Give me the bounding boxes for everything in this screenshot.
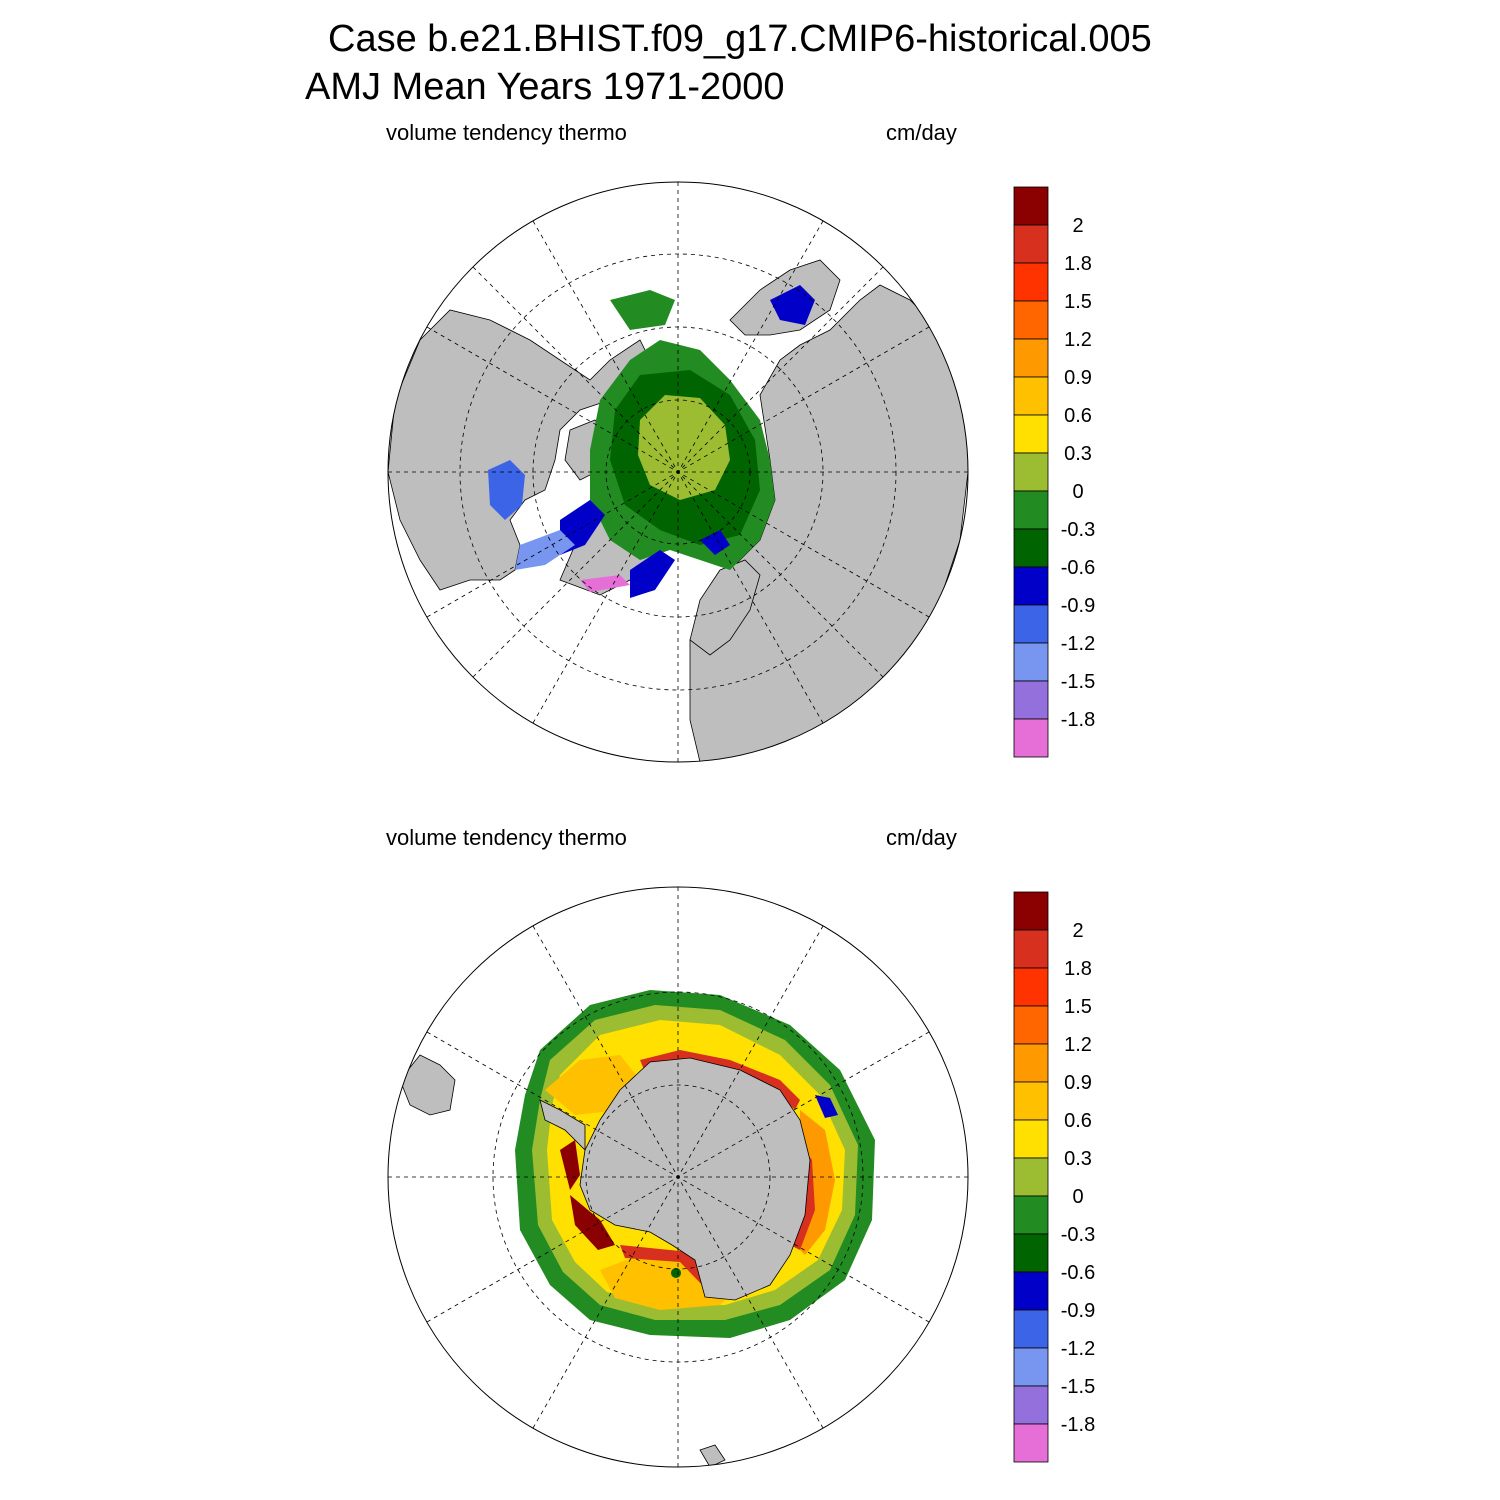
prydz-bay-blue (815, 1095, 838, 1118)
north-colorbar-label: -0.3 (1061, 519, 1095, 541)
south-colorbar-label: 0.6 (1064, 1110, 1092, 1132)
east-greenland-minima (580, 575, 630, 592)
north-colorbar-label: 1.8 (1064, 253, 1092, 275)
north-polar-map (387, 181, 969, 763)
north-map-boundary (387, 181, 969, 763)
north-colorbar: 2 1.8 1.5 1.2 0.9 0.6 0.3 0 -0.3 -0.6 -0.9 -1.2 -1.5… (1013, 186, 1095, 758)
north-colorbar-label: 1.2 (1064, 329, 1092, 351)
bering-sea-ice (770, 285, 815, 325)
ross-coastal-red (620, 1245, 720, 1288)
north-colorbar-label: 0.3 (1064, 443, 1092, 465)
south-colorbar-label: -1.8 (1061, 1414, 1095, 1436)
north-colorbar-label: -1.5 (1061, 671, 1095, 693)
north-colorbar-box (1013, 642, 1049, 682)
south-colorbar-box (1013, 1385, 1049, 1425)
north-ice-field (488, 285, 815, 598)
south-colorbar-label: 1.5 (1064, 996, 1092, 1018)
south-colorbar-label: -0.6 (1061, 1262, 1095, 1284)
ross-polynya-green (671, 1268, 681, 1278)
north-colorbar-label: -0.6 (1061, 557, 1095, 579)
north-america-landmass (388, 309, 661, 591)
south-colorbar-label: -1.5 (1061, 1376, 1095, 1398)
south-america-landmass (399, 1054, 456, 1116)
north-colorbar-label: 2 (1072, 215, 1083, 237)
north-colorbar-box (1013, 490, 1049, 530)
north-colorbar-box (1013, 338, 1049, 378)
south-colorbar-label: 0 (1072, 1186, 1083, 1208)
south-colorbar-label: -0.9 (1061, 1300, 1095, 1322)
south-colorbar-box (1013, 1233, 1049, 1273)
south-colorbar-box (1013, 1119, 1049, 1159)
south-colorbar-box (1013, 1043, 1049, 1083)
north-colorbar-box (1013, 566, 1049, 606)
south-colorbar-box (1013, 1347, 1049, 1387)
south-colorbar-box (1013, 1309, 1049, 1349)
greenland-sea-ice (630, 550, 675, 598)
north-colorbar-label: -0.9 (1061, 595, 1095, 617)
hudson-bay-ice (488, 460, 525, 520)
south-colorbar-box (1013, 967, 1049, 1007)
north-panel-units-label: cm/day (886, 120, 957, 145)
north-colorbar-label: -1.8 (1061, 709, 1095, 731)
south-colorbar-label: -0.3 (1061, 1224, 1095, 1246)
north-colorbar-box (1013, 528, 1049, 568)
south-colorbar-box (1013, 1271, 1049, 1311)
south-colorbar-label: -1.2 (1061, 1338, 1095, 1360)
south-colorbar-box (1013, 1423, 1049, 1463)
figure-title-case: Case b.e21.BHIST.f09_g17.CMIP6-historica… (328, 18, 1152, 60)
north-colorbar-box (1013, 300, 1049, 340)
north-colorbar-box (1013, 224, 1049, 264)
antarctic-peninsula (539, 1099, 586, 1151)
north-colorbar-box (1013, 718, 1049, 758)
okhotsk-sea-ice (610, 290, 675, 330)
north-colorbar-box (1013, 376, 1049, 416)
north-ice-central-pack (638, 395, 730, 500)
south-colorbar-label: 2 (1072, 920, 1083, 942)
south-polar-map (387, 886, 969, 1468)
north-colorbar-box (1013, 604, 1049, 644)
south-colorbar-label: 1.2 (1064, 1034, 1092, 1056)
north-colorbar-label: 0 (1072, 481, 1083, 503)
africa-tip-landmass (699, 1444, 726, 1467)
north-colorbar-label: -1.2 (1061, 633, 1095, 655)
weddell-coastal-darkred (560, 1140, 580, 1190)
antarctica-landmass (579, 1057, 811, 1301)
south-colorbar-box (1013, 891, 1049, 931)
north-colorbar-label: 0.6 (1064, 405, 1092, 427)
figure-title-period: AMJ Mean Years 1971-2000 (305, 66, 785, 108)
amundsen-coastal-darkred (570, 1195, 615, 1250)
north-graticule (388, 182, 968, 762)
north-colorbar-box (1013, 186, 1049, 226)
north-colorbar-box (1013, 262, 1049, 302)
south-colorbar-box (1013, 1081, 1049, 1121)
south-colorbar-label: 0.9 (1064, 1072, 1092, 1094)
north-colorbar-label: 0.9 (1064, 367, 1092, 389)
north-colorbar-box (1013, 452, 1049, 492)
north-panel-variable-label: volume tendency thermo (386, 120, 627, 145)
south-panel-units-label: cm/day (886, 825, 957, 850)
south-graticule (388, 887, 968, 1467)
south-panel-variable-label: volume tendency thermo (386, 825, 627, 850)
south-colorbar: 2 1.8 1.5 1.2 0.9 0.6 0.3 0 -0.3 -0.6 -0.9 -1.2 -1.5… (1013, 891, 1095, 1463)
south-colorbar-label: 1.8 (1064, 958, 1092, 980)
south-land-masses (399, 1054, 811, 1467)
south-colorbar-box (1013, 1195, 1049, 1235)
south-colorbar-box (1013, 929, 1049, 969)
north-colorbar-label: 1.5 (1064, 291, 1092, 313)
south-map-boundary (387, 886, 969, 1468)
north-colorbar-box (1013, 680, 1049, 720)
north-colorbar-box (1013, 414, 1049, 454)
south-colorbar-box (1013, 1005, 1049, 1045)
south-colorbar-label: 0.3 (1064, 1148, 1092, 1170)
south-colorbar-box (1013, 1157, 1049, 1197)
